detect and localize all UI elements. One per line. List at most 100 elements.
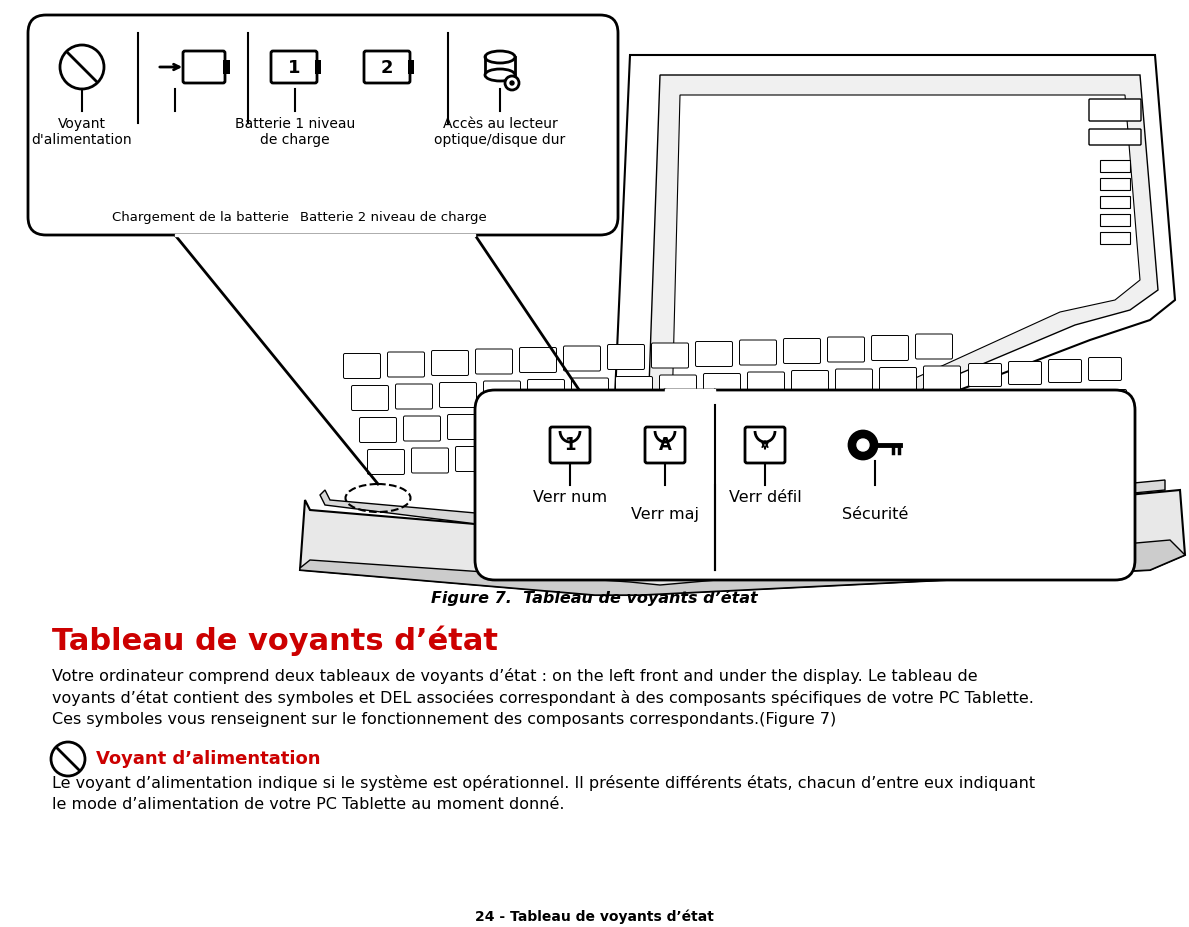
FancyBboxPatch shape (660, 375, 697, 400)
Circle shape (857, 439, 869, 451)
FancyBboxPatch shape (1013, 393, 1046, 416)
Text: Le voyant d’alimentation indique si le système est opérationnel. Il présente dif: Le voyant d’alimentation indique si le s… (52, 775, 1036, 791)
FancyBboxPatch shape (652, 343, 688, 368)
Text: A: A (659, 436, 672, 454)
Text: le mode d’alimentation de votre PC Tablette au moment donné.: le mode d’alimentation de votre PC Table… (52, 797, 565, 812)
FancyBboxPatch shape (447, 414, 484, 439)
Polygon shape (610, 55, 1175, 520)
FancyBboxPatch shape (872, 336, 908, 361)
FancyBboxPatch shape (1049, 360, 1082, 383)
FancyBboxPatch shape (711, 405, 749, 430)
Text: Ces symboles vous renseignent sur le fonctionnement des composants correspondant: Ces symboles vous renseignent sur le fon… (52, 712, 836, 727)
FancyBboxPatch shape (587, 442, 624, 467)
FancyBboxPatch shape (183, 51, 225, 83)
FancyBboxPatch shape (969, 363, 1001, 387)
Text: Verr maj: Verr maj (631, 507, 699, 522)
Bar (408, 60, 414, 74)
Polygon shape (644, 75, 1158, 505)
Polygon shape (175, 234, 474, 236)
FancyBboxPatch shape (491, 413, 528, 438)
Ellipse shape (485, 69, 515, 81)
FancyBboxPatch shape (1088, 358, 1121, 380)
FancyBboxPatch shape (344, 353, 380, 378)
Text: Voyant
d'alimentation: Voyant d'alimentation (32, 117, 132, 147)
FancyBboxPatch shape (851, 433, 888, 458)
FancyBboxPatch shape (939, 430, 976, 455)
Text: Verr num: Verr num (533, 490, 608, 505)
FancyBboxPatch shape (895, 431, 932, 456)
FancyBboxPatch shape (740, 340, 776, 365)
FancyBboxPatch shape (623, 409, 661, 434)
FancyBboxPatch shape (807, 435, 844, 460)
Circle shape (849, 431, 877, 459)
FancyBboxPatch shape (887, 400, 925, 425)
FancyBboxPatch shape (1094, 389, 1126, 413)
FancyBboxPatch shape (616, 376, 653, 401)
FancyBboxPatch shape (411, 448, 448, 473)
Text: Tableau de voyants d’état: Tableau de voyants d’état (52, 625, 498, 655)
Polygon shape (669, 95, 1140, 490)
Text: Voyant d’alimentation: Voyant d’alimentation (96, 750, 321, 768)
FancyBboxPatch shape (644, 427, 685, 463)
FancyBboxPatch shape (271, 51, 317, 83)
Polygon shape (300, 540, 1185, 595)
Bar (315, 60, 321, 74)
FancyBboxPatch shape (880, 367, 917, 392)
FancyBboxPatch shape (974, 396, 1007, 418)
FancyBboxPatch shape (675, 439, 712, 464)
FancyBboxPatch shape (1008, 362, 1042, 385)
FancyBboxPatch shape (396, 384, 433, 409)
FancyBboxPatch shape (667, 407, 705, 432)
FancyBboxPatch shape (440, 383, 477, 408)
FancyBboxPatch shape (432, 350, 468, 375)
FancyBboxPatch shape (484, 381, 521, 406)
FancyBboxPatch shape (352, 386, 389, 411)
FancyBboxPatch shape (564, 346, 600, 371)
Text: Accès au lecteur
optique/disque dur: Accès au lecteur optique/disque dur (434, 117, 566, 147)
Polygon shape (300, 490, 1185, 595)
Text: 24 - Tableau de voyants d’état: 24 - Tableau de voyants d’état (474, 910, 713, 924)
Bar (1100, 196, 1130, 208)
Text: Votre ordinateur comprend deux tableaux de voyants d’état : on the left front an: Votre ordinateur comprend deux tableaux … (52, 668, 977, 684)
FancyBboxPatch shape (1058, 424, 1092, 447)
FancyBboxPatch shape (579, 410, 617, 435)
FancyBboxPatch shape (843, 401, 881, 426)
FancyBboxPatch shape (572, 378, 609, 403)
Bar (1100, 160, 1130, 172)
Bar (1100, 214, 1130, 226)
FancyBboxPatch shape (528, 379, 565, 404)
FancyBboxPatch shape (755, 404, 793, 429)
FancyBboxPatch shape (1099, 422, 1132, 445)
Text: Verr défil: Verr défil (729, 490, 801, 505)
FancyBboxPatch shape (1089, 99, 1141, 121)
FancyBboxPatch shape (719, 438, 756, 463)
FancyBboxPatch shape (535, 412, 572, 437)
FancyBboxPatch shape (696, 341, 732, 366)
Circle shape (505, 76, 520, 90)
FancyBboxPatch shape (931, 398, 969, 423)
Text: 1: 1 (288, 59, 301, 77)
FancyBboxPatch shape (474, 390, 1135, 580)
FancyBboxPatch shape (1089, 129, 1141, 145)
Text: voyants d’état contient des symboles et DEL associées correspondant à des compos: voyants d’état contient des symboles et … (52, 690, 1034, 706)
Text: Figure 7.  Tableau de voyants d’état: Figure 7. Tableau de voyants d’état (430, 590, 757, 606)
FancyBboxPatch shape (359, 417, 396, 442)
Circle shape (510, 81, 514, 85)
Bar (1100, 178, 1130, 190)
Polygon shape (610, 510, 660, 530)
Ellipse shape (485, 51, 515, 63)
Bar (1100, 232, 1130, 244)
FancyBboxPatch shape (792, 371, 829, 396)
FancyBboxPatch shape (608, 345, 644, 370)
FancyBboxPatch shape (763, 436, 800, 461)
FancyBboxPatch shape (828, 337, 864, 362)
FancyBboxPatch shape (836, 369, 873, 394)
Polygon shape (320, 480, 1165, 540)
Text: Batterie 2 niveau de charge: Batterie 2 niveau de charge (300, 210, 486, 223)
FancyBboxPatch shape (916, 334, 952, 359)
FancyBboxPatch shape (704, 374, 741, 399)
FancyBboxPatch shape (551, 427, 590, 463)
FancyBboxPatch shape (631, 440, 668, 465)
FancyBboxPatch shape (784, 338, 820, 363)
FancyBboxPatch shape (746, 427, 785, 463)
